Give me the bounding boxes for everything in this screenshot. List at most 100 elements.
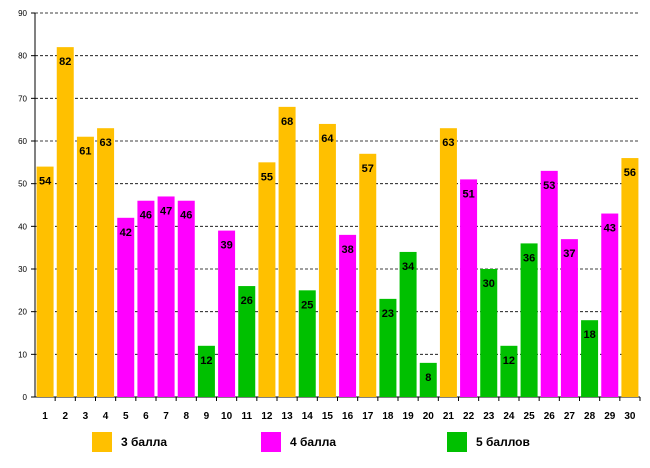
x-tick-label: 14: [302, 411, 314, 422]
y-tick-label: 50: [18, 180, 27, 189]
bar: [137, 200, 155, 397]
x-tick-label: 27: [564, 411, 576, 422]
y-tick-label: 80: [18, 52, 27, 61]
data-label: 56: [624, 167, 636, 179]
data-label: 30: [483, 278, 495, 290]
bar: [318, 123, 336, 397]
bar: [480, 269, 498, 397]
x-tick-label: 7: [163, 411, 169, 422]
data-label: 37: [563, 248, 575, 260]
data-label: 26: [241, 295, 253, 307]
x-tick-label: 20: [423, 411, 435, 422]
data-label: 63: [442, 137, 454, 149]
data-label: 64: [321, 133, 334, 145]
x-tick-label: 13: [282, 411, 294, 422]
bar: [399, 251, 417, 397]
data-label: 47: [160, 205, 172, 217]
data-label: 34: [402, 261, 415, 273]
x-tick-label: 23: [483, 411, 495, 422]
x-tick-label: 16: [342, 411, 354, 422]
x-tick-label: 10: [221, 411, 233, 422]
x-tick-label: 30: [624, 411, 636, 422]
legend-label-4: 4 балла: [290, 435, 337, 449]
bar: [560, 239, 578, 397]
x-tick-label: 2: [62, 411, 68, 422]
x-tick-label: 25: [524, 411, 536, 422]
data-label: 43: [604, 223, 616, 235]
bar: [278, 106, 296, 397]
x-tick-label: 6: [143, 411, 149, 422]
bar: [56, 47, 74, 398]
bar: [157, 196, 175, 397]
x-tick-label: 11: [241, 411, 252, 422]
x-tick-label: 3: [83, 411, 89, 422]
x-tick-label: 15: [322, 411, 334, 422]
data-label: 12: [503, 355, 515, 367]
data-label: 46: [180, 210, 192, 222]
legend-swatch-5: [447, 432, 467, 452]
legend-label-3: 3 балла: [121, 435, 168, 449]
bar: [238, 286, 256, 397]
bar-chart: 0102030405060708090541822613634425466477…: [18, 9, 641, 422]
data-label: 8: [425, 372, 431, 384]
y-tick-label: 0: [23, 393, 28, 402]
bar: [197, 345, 215, 397]
data-label: 36: [523, 252, 535, 264]
bar: [339, 234, 357, 397]
bar: [439, 128, 457, 397]
bar: [177, 200, 195, 397]
data-label: 57: [362, 163, 374, 175]
data-label: 39: [220, 240, 232, 252]
x-tick-label: 21: [443, 411, 455, 422]
legend-swatch-4: [261, 432, 281, 452]
data-label: 51: [462, 188, 474, 200]
bar: [379, 298, 397, 397]
data-label: 61: [79, 146, 91, 158]
bar: [500, 345, 518, 397]
x-tick-label: 12: [261, 411, 273, 422]
x-tick-label: 1: [42, 411, 48, 422]
x-tick-label: 17: [362, 411, 374, 422]
legend-label-5: 5 баллов: [476, 435, 530, 449]
data-label: 82: [59, 56, 71, 68]
bar: [76, 136, 94, 397]
bar: [117, 217, 135, 397]
y-tick-label: 70: [18, 94, 27, 103]
data-label: 46: [140, 210, 152, 222]
x-tick-label: 4: [103, 411, 109, 422]
x-tick-label: 5: [123, 411, 129, 422]
x-tick-label: 29: [604, 411, 616, 422]
x-tick-label: 24: [503, 411, 515, 422]
data-label: 68: [281, 116, 293, 128]
bar: [460, 179, 478, 397]
data-label: 53: [543, 180, 555, 192]
data-label: 54: [39, 176, 52, 188]
bar: [298, 290, 316, 397]
x-tick-label: 28: [584, 411, 596, 422]
bar: [258, 162, 276, 397]
y-tick-label: 10: [18, 350, 27, 359]
bar: [97, 128, 115, 397]
x-tick-label: 18: [382, 411, 394, 422]
bar: [218, 230, 236, 397]
x-tick-label: 26: [544, 411, 556, 422]
legend-swatch-3: [92, 432, 112, 452]
data-label: 38: [341, 244, 353, 256]
data-label: 42: [120, 227, 132, 239]
legend-item-3: 3 балла: [92, 432, 167, 452]
bar: [581, 320, 599, 397]
bar: [601, 213, 619, 397]
bar: [520, 243, 538, 397]
data-label: 18: [583, 329, 595, 341]
y-tick-label: 60: [18, 137, 27, 146]
x-tick-label: 9: [204, 411, 210, 422]
data-label: 25: [301, 299, 313, 311]
x-tick-label: 8: [183, 411, 189, 422]
y-tick-label: 40: [18, 222, 27, 231]
x-tick-label: 19: [403, 411, 415, 422]
y-tick-label: 30: [18, 265, 27, 274]
data-label: 63: [99, 137, 111, 149]
legend-item-5: 5 баллов: [447, 432, 530, 452]
y-tick-label: 90: [18, 9, 27, 18]
legend-item-4: 4 балла: [261, 432, 336, 452]
